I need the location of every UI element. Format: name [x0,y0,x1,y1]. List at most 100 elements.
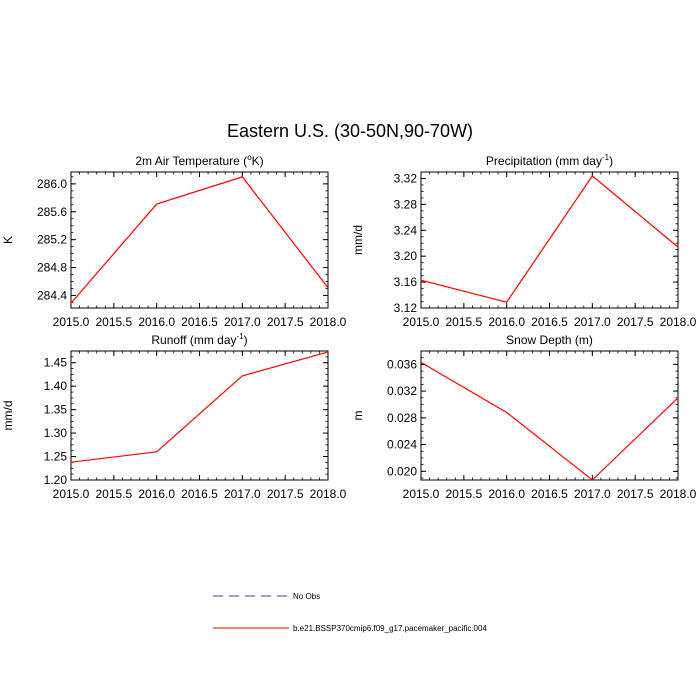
series-line [70,176,329,304]
legend-entry: b.e21.BSSP370cmip6.f09_g17.pacemaker_pac… [213,624,487,633]
y-tick-label: 1.35 [44,403,68,417]
y-tick-label: 3.24 [394,223,418,237]
panel-title: Snow Depth (m) [506,333,593,347]
x-tick-label: 2016.0 [488,487,525,501]
panel-title-main: 2m Air Temperature ( [135,154,247,168]
x-tick-label: 2018.0 [310,315,347,329]
data-point [241,375,243,377]
series-line [420,175,679,303]
data-point [156,203,158,205]
y-tick-label: 284.8 [37,261,67,275]
panel-title-main: Runoff (mm day [151,333,236,347]
x-tick-label: 2016.0 [138,487,175,501]
y-tick-label: 3.32 [394,171,418,185]
panel-3: Runoff (mm day-1) mm/d 2015.0 2015.5 2016.0 2… [1,332,347,501]
x-tick-label: 2015.0 [53,487,90,501]
panel-4: Snow Depth (m) m 2015.0 2015.5 2016.0 2016.5 2… [351,333,697,501]
y-tick-label: 286.0 [37,177,67,191]
x-tick-label: 2017.0 [574,315,611,329]
y-tick-label: 0.020 [387,464,417,478]
y-tick-label: 0.032 [387,384,417,398]
x-tick-label: 2016.5 [531,315,568,329]
panel-2: Precipitation (mm day-1) mm/d 2015.0 2015.5… [351,153,697,329]
x-tick-label: 2017.5 [267,315,304,329]
data-point [156,451,158,453]
y-tick-label: 3.20 [394,249,418,263]
y-tick-label: 1.30 [44,426,68,440]
x-tick-label: 2018.0 [660,315,697,329]
x-tick-label: 2017.5 [617,487,654,501]
x-tick-label: 2016.5 [181,487,218,501]
y-tick-label: 1.45 [44,356,68,370]
data-point [591,175,593,177]
panel-1: 2m Air Temperature (oK) K 2015.0 2015.5 2016… [1,153,347,329]
y-axis-label: m [351,411,365,421]
y-tick-label: 3.28 [394,197,418,211]
x-tick-label: 2018.0 [660,487,697,501]
panel-title: Precipitation (mm day-1) [486,153,613,168]
figure-title: Eastern U.S. (30-50N,90-70W) [227,121,473,141]
data-point [420,279,422,281]
panel-title: 2m Air Temperature (oK) [135,153,263,168]
y-tick-label: 1.25 [44,450,68,464]
panel-title-end: ) [609,154,613,168]
x-tick-label: 2017.5 [267,487,304,501]
legend: No Obs b.e21.BSSP370cmip6.f09_g17.pacemak… [213,592,487,633]
data-point [506,411,508,414]
y-tick-label: 284.4 [37,288,67,302]
panel-title-superscript: o [247,153,252,162]
data-point [677,397,679,399]
x-tick-label: 2017.5 [617,315,654,329]
y-tick-label: 0.024 [387,438,417,452]
data-point [70,461,72,463]
y-tick-label: 1.40 [44,379,68,393]
x-tick-label: 2016.0 [488,315,525,329]
panel-title-main: Precipitation (mm day [486,154,602,168]
plot-frame [70,350,329,481]
legend-label: No Obs [293,592,320,601]
legend-entry: No Obs [213,592,320,601]
x-tick-label: 2015.5 [445,487,482,501]
data-point [591,479,593,481]
data-point [70,302,72,304]
series-line [70,351,329,463]
data-point [327,287,329,289]
data-point [677,246,679,248]
x-tick-label: 2017.0 [224,315,261,329]
plot-frame [70,171,329,309]
x-tick-label: 2016.5 [181,315,218,329]
x-tick-label: 2015.0 [403,315,440,329]
panel-title-superscript: -1 [602,153,610,162]
y-tick-label: 285.6 [37,205,67,219]
data-point [420,361,422,363]
x-tick-label: 2017.0 [224,487,261,501]
y-tick-label: 1.20 [44,473,68,487]
plot-frame [420,350,679,481]
x-tick-label: 2015.0 [53,315,90,329]
y-tick-label: 285.2 [37,233,67,247]
x-tick-label: 2017.0 [574,487,611,501]
data-point [327,351,329,353]
y-tick-label: 3.16 [394,275,418,289]
x-tick-label: 2016.5 [531,487,568,501]
y-axis-label: mm/d [1,401,15,431]
y-axis-label: mm/d [351,225,365,255]
series-line [420,361,679,481]
y-tick-label: 3.12 [394,301,418,315]
y-tick-label: 0.036 [387,357,417,371]
y-tick-label: 0.028 [387,411,417,425]
x-tick-label: 2015.5 [95,487,132,501]
panel-title-superscript: -1 [237,332,245,341]
panels: 2m Air Temperature (oK) K 2015.0 2015.5 2016… [1,153,697,501]
panel-title-main: Snow Depth (m) [506,333,593,347]
data-point [506,301,508,303]
panel-title: Runoff (mm day-1) [151,332,247,347]
legend-label: b.e21.BSSP370cmip6.f09_g17.pacemaker_pac… [293,624,487,633]
x-tick-label: 2015.5 [445,315,482,329]
panel-title-end: K) [252,154,264,168]
data-point [241,176,243,178]
panel-title-end: ) [244,333,248,347]
x-tick-label: 2015.0 [403,487,440,501]
y-axis-label: K [1,236,15,244]
